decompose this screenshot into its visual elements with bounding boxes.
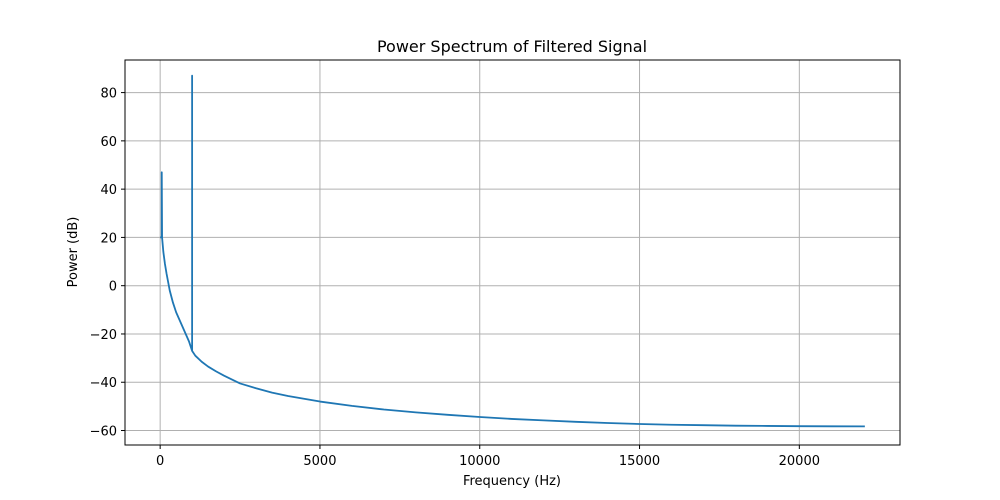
grid	[125, 60, 900, 445]
x-tick-label: 20000	[779, 454, 820, 469]
y-tick-label: 20	[100, 231, 117, 246]
y-tick-label: 60	[100, 135, 117, 150]
spectrum-line	[160, 74, 865, 428]
x-axis: 0 5000 10000 15000 20000	[156, 445, 820, 469]
y-tick-label: 40	[100, 183, 117, 198]
plot-frame	[124, 59, 901, 446]
y-axis-title: Power (dB)	[66, 217, 81, 288]
y-tick-label: 80	[100, 87, 117, 102]
x-tick-label: 5000	[303, 454, 336, 469]
series-layer	[160, 74, 865, 428]
y-tick-label: −40	[90, 376, 117, 391]
x-axis-title: Frequency (Hz)	[463, 474, 561, 489]
chart-title: Power Spectrum of Filtered Signal	[377, 37, 647, 56]
y-tick-label: −20	[90, 328, 117, 343]
x-tick-label: 10000	[459, 454, 500, 469]
y-tick-label: −60	[90, 425, 117, 440]
y-tick-label: 0	[109, 280, 117, 295]
y-axis: −60 −40 −20 0 20 40 60 80	[90, 87, 125, 440]
x-tick-label: 15000	[619, 454, 660, 469]
x-tick-label: 0	[156, 454, 164, 469]
